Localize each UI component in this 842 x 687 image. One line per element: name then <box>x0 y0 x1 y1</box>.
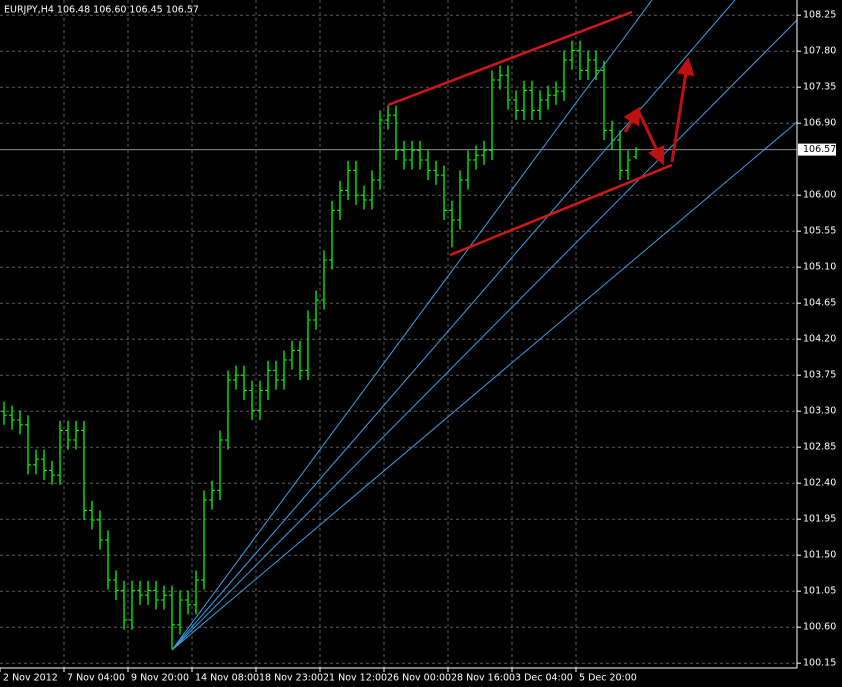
y-tick-label: 103.75 <box>803 370 836 381</box>
x-tick-label: 28 Nov 16:00 <box>451 673 515 684</box>
x-tick-label: 9 Nov 20:00 <box>131 673 189 684</box>
y-tick-label: 100.15 <box>803 658 836 669</box>
y-tick-label: 108.25 <box>803 10 836 21</box>
y-tick-label: 101.95 <box>803 514 836 525</box>
x-tick-label: 21 Nov 12:00 <box>323 673 387 684</box>
y-tick-label: 104.65 <box>803 298 836 309</box>
bars <box>1 40 639 649</box>
x-tick-label: 18 Nov 23:00 <box>259 673 323 684</box>
arrow <box>623 106 641 133</box>
arrows <box>623 57 695 166</box>
y-tick-label: 100.60 <box>803 622 836 633</box>
y-tick-label: 105.10 <box>803 262 836 273</box>
y-tick-label: 106.00 <box>803 190 836 201</box>
y-tick-label: 102.40 <box>803 478 836 489</box>
chart-title: EURJPY,H4 106.48 106.60 106.45 106.57 <box>4 5 199 16</box>
x-tick-label: 2 Nov 2012 <box>3 673 58 684</box>
last-price-label: 106.57 <box>803 144 836 155</box>
channel <box>387 10 673 257</box>
last-price-box <box>798 143 836 156</box>
channel-line <box>449 163 673 257</box>
y-tick-label: 106.90 <box>803 118 836 129</box>
fan-line <box>171 0 653 651</box>
y-tick-label: 107.80 <box>803 46 836 57</box>
y-tick-label: 105.55 <box>803 226 836 237</box>
y-tick-label: 107.35 <box>803 82 836 93</box>
y-tick-label: 101.05 <box>803 586 836 597</box>
x-tick-label: 26 Nov 00:00 <box>387 673 451 684</box>
x-tick-label: 7 Nov 04:00 <box>67 673 125 684</box>
fan-line <box>171 0 736 651</box>
arrow <box>636 109 665 166</box>
y-tick-label: 102.85 <box>803 442 836 453</box>
fan-line <box>171 19 798 651</box>
x-tick-label: 3 Dec 04:00 <box>515 673 573 684</box>
y-tick-label: 104.20 <box>803 334 836 345</box>
trend-lines <box>171 0 798 651</box>
x-tick-label: 5 Dec 20:00 <box>579 673 637 684</box>
channel-line <box>387 10 633 107</box>
fan-line <box>171 121 798 651</box>
x-tick-label: 14 Nov 08:00 <box>195 673 259 684</box>
axis-labels: 108.25 107.80 107.35 106.90 106.00 105.55 105.… <box>0 10 836 684</box>
y-tick-label: 103.30 <box>803 406 836 417</box>
arrow <box>670 57 695 163</box>
y-tick-label: 101.50 <box>803 550 836 561</box>
